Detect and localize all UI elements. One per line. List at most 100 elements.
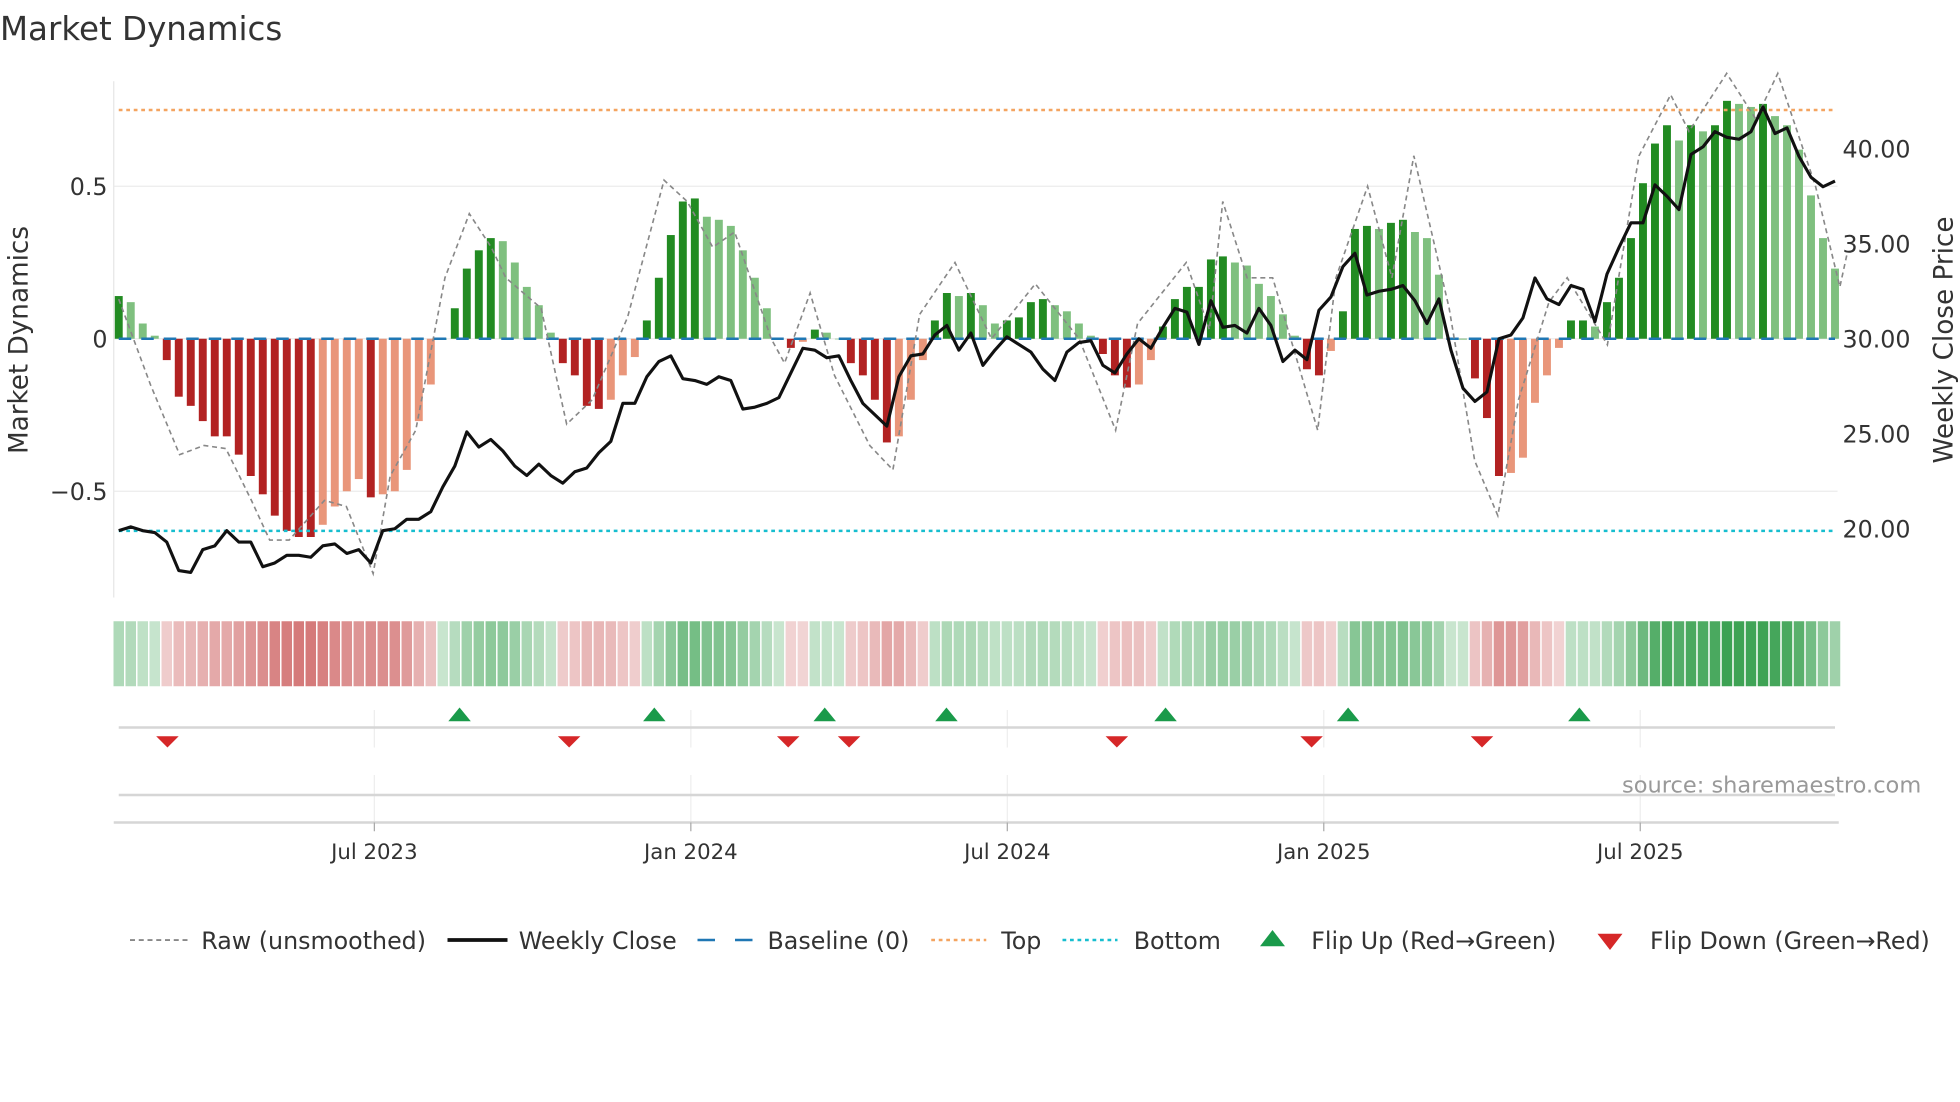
bar [414, 338, 423, 422]
strip-cell [773, 621, 785, 687]
strip-cell [1805, 621, 1817, 687]
strip-cell [1565, 621, 1577, 687]
bar [1615, 277, 1623, 339]
strip-cell [1361, 621, 1373, 687]
strip-cell [1085, 621, 1097, 687]
bar [1663, 125, 1671, 339]
bar [402, 338, 411, 470]
bar [558, 338, 567, 364]
bar [1819, 238, 1827, 339]
bar [318, 338, 327, 525]
strip-cell [833, 621, 845, 687]
strip-cell [1553, 621, 1565, 687]
strip-cell [845, 621, 857, 687]
bar [1218, 256, 1227, 339]
strip-cell [257, 621, 269, 687]
bar [1554, 338, 1563, 348]
strip-cell [353, 621, 365, 687]
bar [930, 320, 939, 339]
bar [1711, 125, 1719, 339]
strip-cell [545, 621, 557, 687]
legend-label-raw: Raw (unsmoothed) [201, 927, 426, 955]
strip-cell [809, 621, 821, 687]
bar [1026, 302, 1035, 339]
legend-label-down: Flip Down (Green→Red) [1650, 927, 1930, 955]
strip-cell [161, 621, 173, 687]
bar [894, 338, 903, 437]
flip-down-marker [776, 736, 800, 748]
strip-cell [1145, 621, 1157, 687]
strip-cell [1121, 621, 1133, 687]
bar [726, 225, 735, 339]
strip-cell [1733, 621, 1745, 687]
strip-cell [1637, 621, 1649, 687]
strip-cell [1649, 621, 1661, 687]
y-tick-labels: 0.5 0 −0.5 40.00 35.00 30.00 25.00 20.00 [50, 136, 1911, 544]
bar [582, 338, 591, 406]
bar [618, 338, 627, 376]
strip-cell [1661, 621, 1673, 687]
strip-cell [653, 621, 665, 687]
strip-cell [209, 621, 221, 687]
bar [1591, 326, 1599, 339]
strip-cell [965, 621, 977, 687]
strip-cell [725, 621, 737, 687]
bar [1062, 311, 1071, 339]
strip-cell [1481, 621, 1493, 687]
bar [270, 338, 279, 516]
strip-cell [1289, 621, 1301, 687]
flip-down-marker [557, 736, 581, 748]
x-tick-label: Jul 2025 [1595, 840, 1683, 865]
strip-cell [317, 621, 329, 687]
strip-cell [1109, 621, 1121, 687]
strip-cell [1829, 621, 1841, 687]
strip-cell [1529, 621, 1541, 687]
bar [1627, 238, 1635, 339]
bar [1314, 338, 1323, 376]
bar [1038, 299, 1047, 339]
bar [198, 338, 207, 422]
strip-cell [1133, 621, 1145, 687]
bar [1771, 116, 1779, 339]
bar [594, 338, 603, 409]
legend-label-up: Flip Up (Red→Green) [1311, 927, 1556, 955]
bar [630, 338, 639, 358]
strip-cell [1697, 621, 1709, 687]
strip-cell [1241, 621, 1253, 687]
bar [1651, 143, 1659, 339]
bar [1242, 265, 1251, 339]
bar [222, 338, 231, 437]
bar [1326, 338, 1335, 351]
legend: Raw (unsmoothed) Weekly Close Baseline (0)… [130, 927, 1930, 955]
bar [210, 338, 219, 437]
strip-cell [1421, 621, 1433, 687]
flip-down-marker [1470, 736, 1494, 748]
strip-cell [1049, 621, 1061, 687]
bar [354, 338, 363, 480]
strip-cell [329, 621, 341, 687]
bar [678, 201, 687, 339]
strip-cell [1745, 621, 1757, 687]
legend-label-bottom: Bottom [1134, 927, 1221, 955]
bar [1482, 338, 1491, 419]
y2-tick-label: 30.00 [1843, 326, 1911, 354]
chart-title: Market Dynamics [0, 10, 282, 48]
x-tick-label: Jul 2023 [329, 840, 417, 865]
strip-cell [593, 621, 605, 687]
x-tick-label: Jan 2025 [1275, 840, 1371, 865]
bar [246, 338, 255, 476]
bar [510, 262, 519, 339]
x-axis: Jul 2023 Jan 2024 Jul 2024 Jan 2025 Jul 2025 [113, 821, 1839, 865]
strip-cell [485, 621, 497, 687]
bar [306, 338, 315, 537]
bar [786, 338, 795, 348]
source-watermark: source: sharemaestro.com [1622, 773, 1921, 799]
strip-cell [509, 621, 521, 687]
strip-cell [1625, 621, 1637, 687]
strip-cell [1157, 621, 1169, 687]
strip-cell [1445, 621, 1457, 687]
flip-down-marker [1300, 736, 1323, 748]
bar [1567, 320, 1575, 339]
strip-cell [557, 621, 569, 687]
bar [1002, 320, 1011, 339]
